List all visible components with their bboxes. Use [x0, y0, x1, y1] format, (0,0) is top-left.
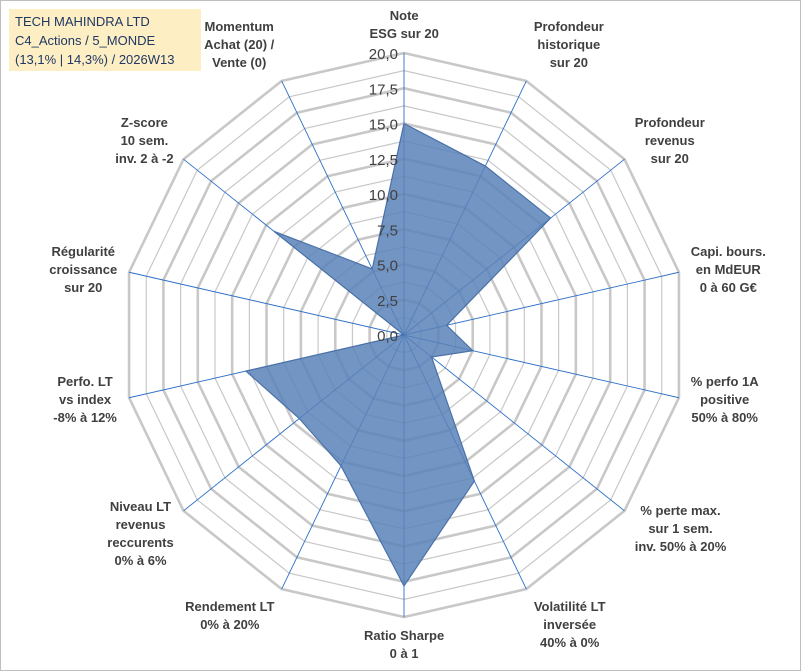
axis-label: Note ESG sur 20	[370, 7, 439, 43]
axis-label-line: historique	[537, 36, 601, 52]
title-company: TECH MAHINDRA LTD	[15, 14, 150, 29]
axis-spoke	[403, 271, 680, 336]
axis-label: % perfo 1A positive 50% à 80%	[691, 373, 759, 427]
axis-label-line: 0 à 60 G€	[699, 280, 757, 296]
r-tick-label: 2,5	[377, 293, 398, 310]
axis-label: Volatilité LT inversée 40% à 0%	[534, 598, 606, 652]
axis-label-line: en MdEUR	[695, 262, 761, 278]
axis-label-line: Vente (0)	[212, 54, 267, 70]
r-tick-label: 17,5	[369, 81, 398, 98]
axis-label: % perte max. sur 1 sem. inv. 50% à 20%	[635, 502, 727, 556]
r-tick-label: 0,0	[377, 328, 398, 345]
axis-label: Profondeur revenus sur 20	[635, 114, 705, 168]
axis-label-line: vs index	[59, 391, 112, 407]
axis-label-line: sur 20	[549, 54, 588, 70]
axis-spoke	[128, 271, 405, 336]
axis-label-line: Z-score	[120, 114, 168, 130]
axis-label-line: Volatilité LT	[533, 599, 606, 615]
axis-label-line: -8% à 12%	[53, 409, 117, 425]
axis-label-line: positive	[700, 391, 750, 407]
chart-title-box: TECH MAHINDRA LTD C4_Actions / 5_MONDE (…	[9, 9, 201, 71]
axis-label-line: inv. 2 à -2	[115, 150, 174, 166]
title-portfolio: C4_Actions / 5_MONDE	[15, 33, 156, 48]
axis-label-line: Niveau LT	[109, 498, 172, 514]
axis-label-line: sur 1 sem.	[648, 521, 713, 537]
axis-label-line: Ratio Sharpe	[364, 628, 445, 643]
title-stats: (13,1% | 14,3%) / 2026W13	[15, 52, 175, 67]
axis-label-line: Profondeur	[634, 114, 705, 130]
axis-spoke	[403, 334, 625, 512]
axis-label-line: 50% à 80%	[691, 409, 758, 425]
r-tick-label: 20,0	[369, 46, 398, 63]
axis-label-line: croissance	[49, 262, 118, 278]
axis-label-line: 10 sem.	[120, 132, 169, 148]
axis-label-line: revenus	[115, 516, 166, 532]
r-tick-label: 7,5	[377, 222, 398, 239]
axis-label: Momentum Achat (20) / Vente (0)	[204, 18, 274, 72]
axis-label-line: inversée	[543, 617, 597, 633]
axis-label-line: Momentum	[204, 18, 274, 34]
axis-label-line: Capi. bours.	[690, 244, 766, 260]
r-tick-label: 12,5	[369, 152, 398, 169]
axis-label: Z-score 10 sem. inv. 2 à -2	[115, 114, 173, 168]
axis-label: Perfo. LT vs index -8% à 12%	[53, 373, 117, 427]
axis-label-line: Rendement LT	[185, 599, 275, 615]
axis-label-line: ESG sur 20	[369, 26, 439, 41]
axis-label: Niveau LT revenus reccurents 0% à 6%	[107, 498, 173, 570]
axis-label-line: 0 à 1	[389, 646, 419, 661]
r-tick-label: 15,0	[369, 117, 398, 134]
axis-label: Ratio Sharpe 0 à 1	[364, 627, 444, 663]
axis-label-line: inv. 50% à 20%	[634, 539, 727, 555]
axis-label-line: sur 20	[64, 280, 103, 296]
axis-label-line: Note	[389, 8, 419, 23]
axis-label: Régularité croissance sur 20	[49, 243, 117, 297]
r-tick-label: 10,0	[369, 187, 398, 204]
axis-label-line: 40% à 0%	[540, 635, 600, 651]
axis-label-line: reccurents	[107, 534, 174, 550]
axis-label-line: sur 20	[650, 150, 689, 166]
axis-label-line: Régularité	[51, 244, 116, 260]
axis-label-line: Achat (20) /	[204, 36, 275, 52]
series-area-tech-mahindra	[244, 122, 552, 588]
axis-label-line: Perfo. LT	[57, 373, 113, 389]
axis-label: Profondeur historique sur 20	[534, 18, 604, 72]
r-tick-label: 5,0	[377, 258, 398, 275]
axis-label-line: revenus	[644, 132, 695, 148]
axis-label-line: 0% à 6%	[114, 552, 167, 568]
axis-label-line: % perfo 1A	[690, 373, 759, 389]
axis-label-line: Profondeur	[533, 18, 604, 34]
axis-label: Capi. bours. en MdEUR 0 à 60 G€	[691, 243, 766, 297]
axis-label: Rendement LT 0% à 20%	[185, 598, 274, 634]
axis-label-line: 0% à 20%	[200, 617, 260, 633]
axis-label-line: % perte max.	[640, 503, 721, 519]
